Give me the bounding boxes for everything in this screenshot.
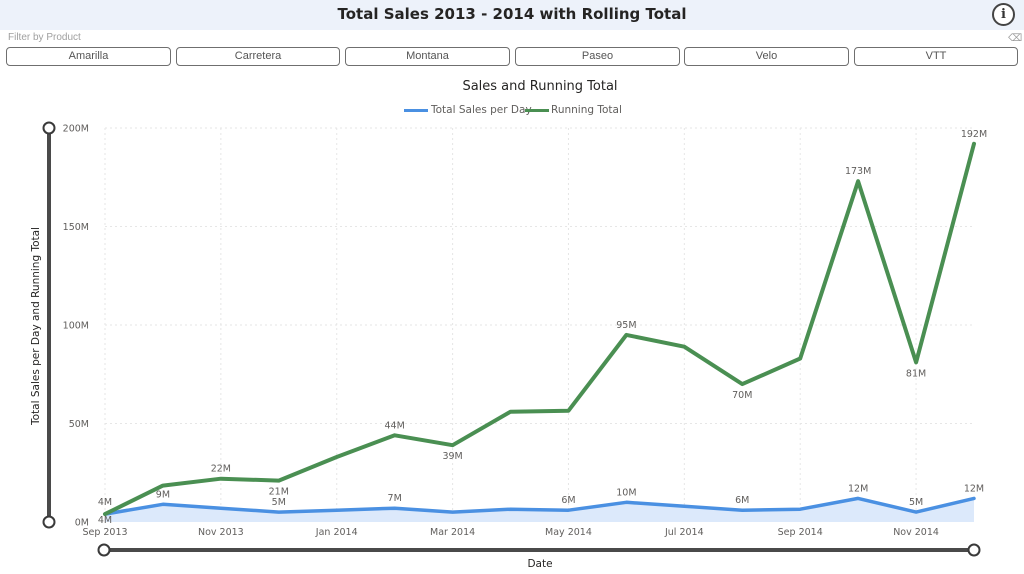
x-range-slider-left-handle[interactable] bbox=[97, 543, 111, 557]
y-tick-label: 150M bbox=[63, 222, 89, 233]
y-range-slider-top-handle[interactable] bbox=[42, 121, 56, 135]
eraser-icon[interactable]: ⌫ bbox=[1008, 33, 1023, 44]
page-title: Total Sales 2013 - 2014 with Rolling Tot… bbox=[337, 5, 687, 23]
x-tick-label: Jan 2014 bbox=[315, 527, 358, 538]
x-axis-title: Date bbox=[527, 558, 553, 570]
sales-data-label: 4M bbox=[98, 515, 112, 526]
x-tick-label: Jul 2014 bbox=[664, 527, 704, 538]
running-total-data-label: 21M bbox=[269, 487, 289, 498]
x-range-slider-right-handle[interactable] bbox=[967, 543, 981, 557]
legend-swatch-running bbox=[525, 109, 549, 112]
legend-label-sales[interactable]: Total Sales per Day bbox=[431, 104, 532, 116]
running-total-data-label: 192M bbox=[961, 129, 987, 140]
sales-data-label: 6M bbox=[735, 495, 749, 506]
running-total-data-label: 81M bbox=[906, 368, 926, 379]
x-tick-label: Nov 2013 bbox=[198, 527, 244, 538]
slicer-button-vtt[interactable]: VTT bbox=[854, 47, 1018, 66]
running-total-data-label: 22M bbox=[211, 464, 231, 475]
sales-data-label: 9M bbox=[156, 489, 170, 500]
y-range-slider-bottom-handle[interactable] bbox=[42, 515, 56, 529]
sales-data-label: 10M bbox=[616, 487, 636, 498]
legend-label-running[interactable]: Running Total bbox=[551, 104, 622, 116]
x-tick-label: Mar 2014 bbox=[430, 527, 475, 538]
slicer-button-paseo[interactable]: Paseo bbox=[515, 47, 680, 66]
slicer-button-amarilla[interactable]: Amarilla bbox=[6, 47, 171, 66]
running-total-data-label: 173M bbox=[845, 166, 871, 177]
running-total-data-label: 70M bbox=[732, 390, 752, 401]
title-bar: Total Sales 2013 - 2014 with Rolling Tot… bbox=[0, 0, 1024, 30]
y-tick-label: 50M bbox=[69, 419, 89, 430]
running-total-data-label: 44M bbox=[385, 420, 405, 431]
x-tick-label: May 2014 bbox=[545, 527, 592, 538]
running-total-data-label: 95M bbox=[616, 320, 636, 331]
x-tick-label: Sep 2013 bbox=[82, 527, 127, 538]
x-tick-label: Nov 2014 bbox=[893, 527, 939, 538]
slicer-button-velo[interactable]: Velo bbox=[684, 47, 849, 66]
x-tick-label: Sep 2014 bbox=[778, 527, 823, 538]
y-tick-label: 100M bbox=[63, 321, 89, 332]
info-circle-icon[interactable]: i bbox=[992, 3, 1015, 26]
running-total-line bbox=[103, 141, 976, 517]
running-total-data-label: 39M bbox=[442, 451, 462, 462]
y-tick-label: 0M bbox=[75, 518, 89, 529]
legend-swatch-sales bbox=[404, 109, 428, 112]
sales-line bbox=[103, 496, 976, 516]
sales-data-label: 6M bbox=[561, 495, 575, 506]
sales-data-label: 12M bbox=[964, 483, 984, 494]
sales-data-label: 12M bbox=[848, 483, 868, 494]
sales-data-label: 7M bbox=[388, 493, 402, 504]
y-tick-label: 200M bbox=[63, 124, 89, 135]
plot-area: 0M 50M 100M 150M 200M Sep 2013 Nov 2013 Jan 201… bbox=[63, 124, 988, 539]
slicer-label: Filter by Product bbox=[8, 32, 81, 43]
slicer-button-carretera[interactable]: Carretera bbox=[176, 47, 340, 66]
chart-title: Sales and Running Total bbox=[462, 79, 618, 94]
sales-data-label: 5M bbox=[272, 497, 286, 508]
running-total-data-label: 4M bbox=[98, 497, 112, 508]
slicer-button-montana[interactable]: Montana bbox=[345, 47, 510, 66]
sales-data-label: 5M bbox=[909, 497, 923, 508]
